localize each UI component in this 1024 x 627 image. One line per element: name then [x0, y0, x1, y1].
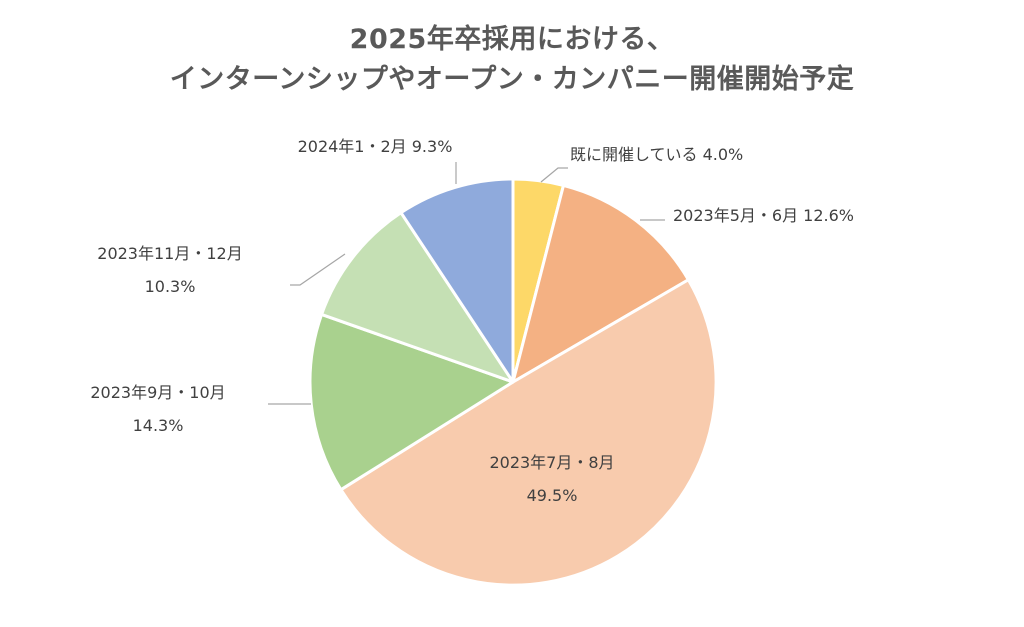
chart-subtitle: インターンシップやオープン・カンパニー開催開始予定: [169, 64, 855, 95]
pie-slice-4: [308, 312, 515, 492]
pie-slice-5: [320, 211, 515, 384]
leader-lines: [268, 162, 665, 405]
data-label-2: 2023年5月・6月 12.6%: [673, 206, 854, 225]
data-label-6: 2024年1・2月 9.3%: [298, 137, 453, 156]
leader-line-1: [540, 167, 568, 183]
pie-slice-3: [339, 278, 718, 587]
data-label-1: 既に開催している 4.0%: [570, 145, 743, 164]
data-label-4: 2023年9月・10月 14.3%: [90, 383, 225, 435]
pie-slices: [308, 177, 718, 587]
data-label-category: 2023年11月・12月: [97, 244, 242, 263]
data-label-category: 2023年7月・8月: [489, 453, 614, 472]
pie-slice-6: [399, 177, 515, 384]
chart-title: 2025年卒採用における、: [349, 24, 675, 55]
data-label-3: 2023年7月・8月 49.5%: [489, 453, 614, 505]
data-labels: 既に開催している 4.0% 2023年5月・6月 12.6% 2023年7月・8月 4…: [90, 137, 854, 505]
leader-line-5: [290, 253, 346, 286]
data-label-text: 既に開催している 4.0%: [570, 145, 743, 164]
data-label-5: 2023年11月・12月 10.3%: [97, 244, 242, 296]
data-label-text: 2024年1・2月 9.3%: [298, 137, 453, 156]
data-label-value: 10.3%: [145, 277, 196, 296]
data-label-value: 14.3%: [133, 416, 184, 435]
data-label-value: 49.5%: [527, 486, 578, 505]
data-label-category: 2023年9月・10月: [90, 383, 225, 402]
chart-title-block: 2025年卒採用における、 インターンシップやオープン・カンパニー開催開始予定: [0, 20, 1024, 100]
data-label-text: 2023年5月・6月 12.6%: [673, 206, 854, 225]
pie-slice-2: [511, 183, 690, 384]
